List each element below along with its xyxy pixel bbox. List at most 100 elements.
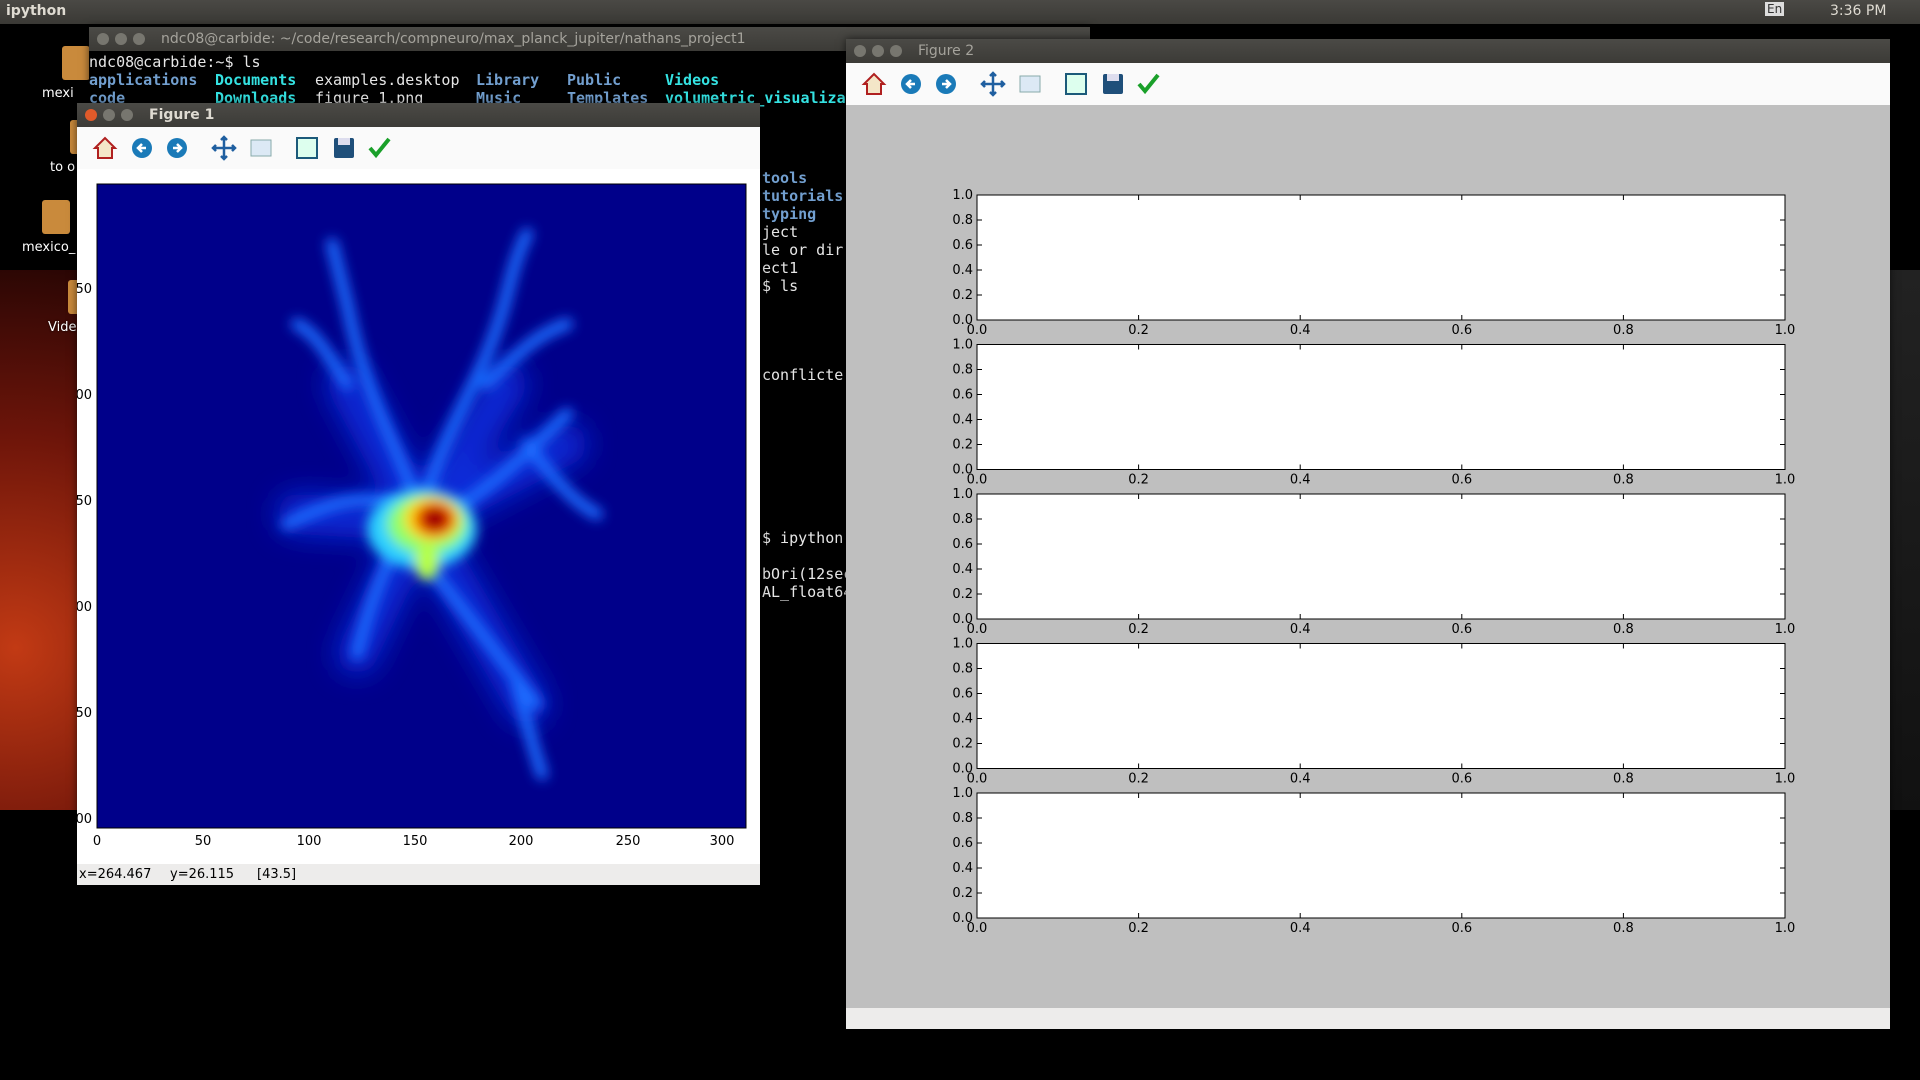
y-tick-label: 0.2 (952, 737, 973, 752)
y-tick-label: 0.6 (952, 238, 973, 253)
x-tick-label: 0.4 (1290, 622, 1311, 637)
y-tick-label: 0.4 (952, 263, 973, 278)
terminal-text: tutorials (762, 187, 844, 205)
terminal-text: tools (762, 169, 808, 187)
maximize-button[interactable] (133, 33, 145, 45)
icon (1107, 74, 1119, 81)
wallpaper (1890, 270, 1920, 810)
terminal-text: conflicte (762, 366, 844, 384)
icon (211, 135, 237, 161)
y-tick-label: 0.2 (952, 288, 973, 303)
window-title: Figure 2 (918, 43, 975, 59)
figure-window[interactable]: Figure 1 (77, 103, 760, 885)
file-entry: applications (89, 71, 198, 89)
status-value: [43.5] (257, 867, 297, 882)
icon (173, 143, 183, 153)
subplots-button[interactable] (296, 137, 318, 159)
x-tick-label: 0.0 (967, 473, 988, 488)
y-tick-label: 0.2 (952, 438, 973, 453)
clock[interactable]: 3:36 PM (1830, 3, 1887, 19)
figure-window[interactable]: Figure 2 0.0 0.2 0.4 0.6 0.8 1.0 0.0 0.2 0.4 0.6 0… (846, 39, 1890, 1029)
home-button[interactable] (92, 136, 118, 159)
x-tick-label: 200 (509, 834, 534, 849)
icon (1019, 75, 1041, 93)
x-tick-label: 0.2 (1128, 473, 1149, 488)
edit-button[interactable] (1137, 73, 1160, 95)
save-button[interactable] (334, 138, 354, 158)
x-tick-label: 0.4 (1290, 921, 1311, 936)
edit-button[interactable] (368, 137, 391, 159)
close-button[interactable] (854, 45, 866, 57)
maximize-button[interactable] (121, 109, 133, 121)
file-entry: Library (476, 71, 540, 89)
axes-frame (976, 194, 1786, 321)
desktop-icon-label: Vide (48, 320, 77, 335)
x-tick-label: 150 (403, 834, 428, 849)
file-entry: Public (567, 71, 622, 89)
desktop-icon-label: mexico_ (22, 240, 76, 255)
app-title: ipython (6, 3, 67, 19)
y-tick-label: 00 (77, 812, 92, 827)
y-tick-label: 0.0 (952, 762, 973, 777)
terminal-text: $ ipython (762, 529, 844, 547)
x-tick-label: 0.4 (1290, 323, 1311, 338)
close-button[interactable] (85, 109, 97, 121)
x-tick-label: 0.8 (1613, 473, 1634, 488)
toolbar (77, 127, 760, 169)
x-tick-label: 0.6 (1451, 323, 1472, 338)
zoom-button[interactable] (1019, 75, 1041, 93)
y-tick-label: 0.4 (952, 413, 973, 428)
x-tick-label: 100 (297, 834, 322, 849)
y-tick-label: 00 (77, 600, 92, 615)
pan-button[interactable] (211, 135, 237, 161)
x-tick-label: 0.8 (1613, 323, 1634, 338)
x-tick-label: 0.0 (967, 921, 988, 936)
file-entry: Downloads (215, 89, 297, 107)
subplot: 0.0 0.2 0.4 0.6 0.8 1.0 0.0 0.2 0.4 0.6 0.8 1.0 (952, 188, 1795, 338)
status-bar: x=264.467 y=26.115 [43.5] (77, 864, 760, 885)
forward-button[interactable] (167, 138, 187, 158)
y-tick-label: 50 (77, 282, 92, 297)
minimize-button[interactable] (103, 109, 115, 121)
forward-button[interactable] (936, 74, 956, 94)
subplots-button[interactable] (1065, 73, 1087, 95)
back-button[interactable] (901, 74, 921, 94)
icon (250, 139, 272, 157)
maximize-button[interactable] (890, 45, 902, 57)
y-tick-label: 0.4 (952, 712, 973, 727)
file-entry: Templates (567, 89, 649, 107)
file-entry: figure_1.png (315, 89, 424, 107)
file-entry: Music (476, 89, 522, 107)
y-tick-label: 0.6 (952, 687, 973, 702)
x-tick-label: 0.8 (1613, 921, 1634, 936)
keyboard-indicator[interactable]: En (1765, 2, 1785, 16)
pan-button[interactable] (980, 71, 1006, 97)
x-tick-label: 0.4 (1290, 473, 1311, 488)
y-tick-label: 00 (77, 388, 92, 403)
minimize-button[interactable] (872, 45, 884, 57)
y-tick-label: 1.0 (952, 786, 973, 801)
close-button[interactable] (97, 33, 109, 45)
y-tick-label: 1.0 (952, 188, 973, 203)
zoom-button[interactable] (250, 139, 272, 157)
save-button[interactable] (1103, 74, 1123, 94)
y-tick-label: 50 (77, 706, 92, 721)
home-button[interactable] (861, 72, 887, 95)
back-button[interactable] (132, 138, 152, 158)
icon (905, 79, 915, 89)
y-tick-label: 0.2 (952, 886, 973, 901)
y-tick-label: 0.6 (952, 537, 973, 552)
y-tick-label: 0.8 (952, 811, 973, 826)
y-tick-label: 0.8 (952, 512, 973, 527)
y-tick-label: 1.0 (952, 338, 973, 353)
window-title: Figure 1 (149, 107, 215, 123)
icon (136, 143, 146, 153)
top-panel: ipython En 3:36 PM (0, 0, 1920, 24)
x-tick-label: 0.0 (967, 323, 988, 338)
minimize-button[interactable] (115, 33, 127, 45)
x-tick-label: 50 (195, 834, 212, 849)
x-tick-label: 0.8 (1613, 622, 1634, 637)
title-bar: Figure 1 (77, 103, 760, 127)
icon (942, 79, 952, 89)
